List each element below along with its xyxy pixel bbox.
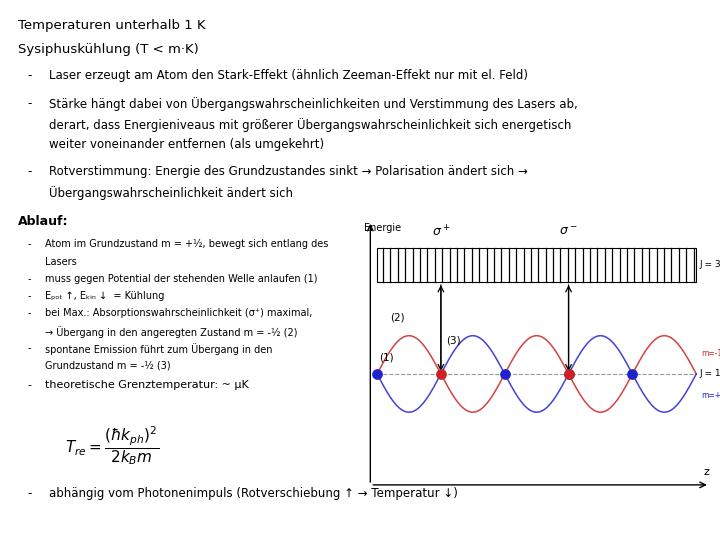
Bar [377,248,696,282]
Text: abhängig vom Photonenimpuls (Rotverschiebung ↑ → Temperatur ↓): abhängig vom Photonenimpuls (Rotverschie… [49,487,458,500]
Text: J = 1/2: J = 1/2 [700,369,720,379]
Text: $\sigma^+$: $\sigma^+$ [431,225,450,240]
Text: Eₚₒₜ ↑, Eₖᵢₙ ↓  = Kühlung: Eₚₒₜ ↑, Eₖᵢₙ ↓ = Kühlung [45,291,164,301]
Point [499,370,510,379]
Text: Sysiphuskühlung (T < m·K): Sysiphuskühlung (T < m·K) [18,43,199,56]
Text: Laser erzeugt am Atom den Stark-Effekt (ähnlich Zeeman-Effekt nur mit el. Feld): Laser erzeugt am Atom den Stark-Effekt (… [49,69,528,82]
Text: -: - [27,274,31,284]
Point [563,369,575,378]
Text: (2): (2) [390,313,405,322]
Text: Temperaturen unterhalb 1 K: Temperaturen unterhalb 1 K [18,19,206,32]
Text: -: - [27,165,32,178]
Text: -: - [27,380,32,390]
Text: Energie: Energie [364,223,401,233]
Text: Rotverstimmung: Energie des Grundzustandes sinkt → Polarisation ändert sich →: Rotverstimmung: Energie des Grundzustand… [49,165,528,178]
Text: -: - [27,97,32,110]
Text: derart, dass Energieniveaus mit größerer Übergangswahrscheinlichkeit sich energe: derart, dass Energieniveaus mit größerer… [49,118,572,132]
Text: Grundzustand m = -½ (3): Grundzustand m = -½ (3) [45,360,170,370]
Text: -: - [27,69,32,82]
Text: bei Max.: Absorptionswahrscheinlichkeit (σ⁺) maximal,: bei Max.: Absorptionswahrscheinlichkeit … [45,308,312,319]
Text: → Übergang in den angeregten Zustand m = -½ (2): → Übergang in den angeregten Zustand m =… [45,326,297,338]
Text: -: - [27,291,31,301]
Text: $T_{re} = \dfrac{\left(\hbar k_{ph}\right)^2}{2k_B m}$: $T_{re} = \dfrac{\left(\hbar k_{ph}\righ… [65,424,158,468]
Text: -: - [27,487,32,500]
Point [435,370,446,379]
Text: m=+1/2: m=+1/2 [701,390,720,400]
Text: -: - [27,343,31,353]
Text: -: - [27,308,31,319]
Text: m=-1/2: m=-1/2 [701,348,720,357]
Point [372,369,383,378]
Text: Atom im Grundzustand m = +½, bewegt sich entlang des: Atom im Grundzustand m = +½, bewegt sich… [45,239,328,249]
Text: (1): (1) [379,353,393,362]
Text: Ablauf:: Ablauf: [18,215,68,228]
Text: spontane Emission führt zum Übergang in den: spontane Emission führt zum Übergang in … [45,343,272,355]
Text: (3): (3) [446,335,461,346]
Text: theoretische Grenztemperatur: ~ μK: theoretische Grenztemperatur: ~ μK [45,380,248,390]
Text: -: - [27,239,31,249]
Text: weiter voneinander entfernen (als umgekehrt): weiter voneinander entfernen (als umgeke… [49,138,324,151]
Text: Stärke hängt dabei von Übergangswahrscheinlichkeiten und Verstimmung des Lasers : Stärke hängt dabei von Übergangswahrsche… [49,97,577,111]
Text: z: z [703,467,709,477]
Text: Lasers: Lasers [45,256,76,267]
Text: muss gegen Potential der stehenden Welle anlaufen (1): muss gegen Potential der stehenden Welle… [45,274,317,284]
Text: Übergangswahrscheinlichkeit ändert sich: Übergangswahrscheinlichkeit ändert sich [49,186,293,200]
Point [626,369,638,378]
Point [563,370,575,379]
Text: $\sigma^-$: $\sigma^-$ [559,225,578,238]
Text: J = 3/2: J = 3/2 [700,260,720,269]
